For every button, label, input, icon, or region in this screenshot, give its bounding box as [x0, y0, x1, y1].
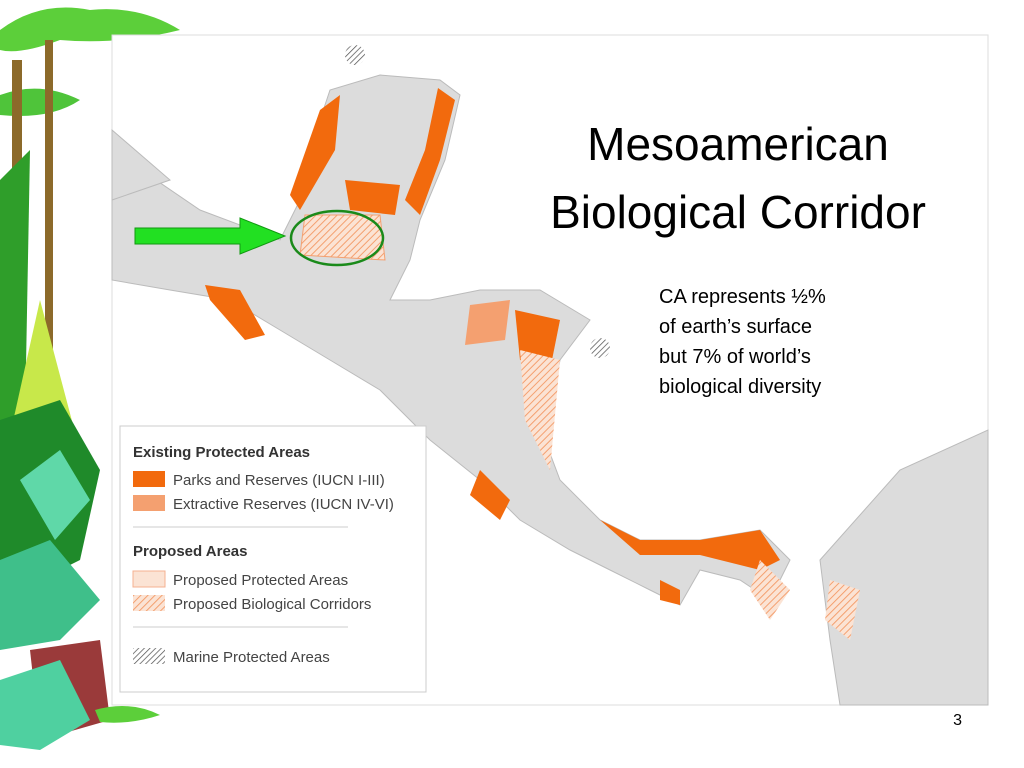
title-line: Mesoamerican: [587, 118, 889, 170]
legend-item: Marine Protected Areas: [173, 649, 330, 666]
legend-item: Extractive Reserves (IUCN IV-VI): [173, 496, 394, 513]
legend-swatch: [133, 495, 165, 511]
note-line: but 7% of world’s: [659, 346, 811, 368]
legend-swatch: [132, 570, 166, 588]
legend-heading: Proposed Areas: [133, 543, 248, 560]
page-number: 3: [953, 712, 962, 729]
note-line: CA represents ½%: [659, 286, 826, 308]
arrow: [134, 217, 287, 255]
map: [111, 45, 989, 706]
legend-swatch: [133, 648, 165, 664]
legend-item: Proposed Protected Areas: [173, 572, 348, 589]
legend: Existing Protected Areas Parks and Reser…: [119, 425, 427, 693]
jungle-decoration: [0, 0, 180, 768]
legend-swatch: [133, 471, 165, 487]
legend-heading: Existing Protected Areas: [133, 444, 310, 461]
note-line: of earth’s surface: [659, 316, 812, 338]
note-line: biological diversity: [659, 376, 821, 398]
highlight-ellipse: [289, 209, 385, 267]
legend-item: Proposed Biological Corridors: [173, 596, 371, 613]
legend-item: Parks and Reserves (IUCN I-III): [173, 472, 385, 489]
legend-swatch: [133, 595, 165, 611]
title-line: Biological Corridor: [550, 186, 926, 238]
